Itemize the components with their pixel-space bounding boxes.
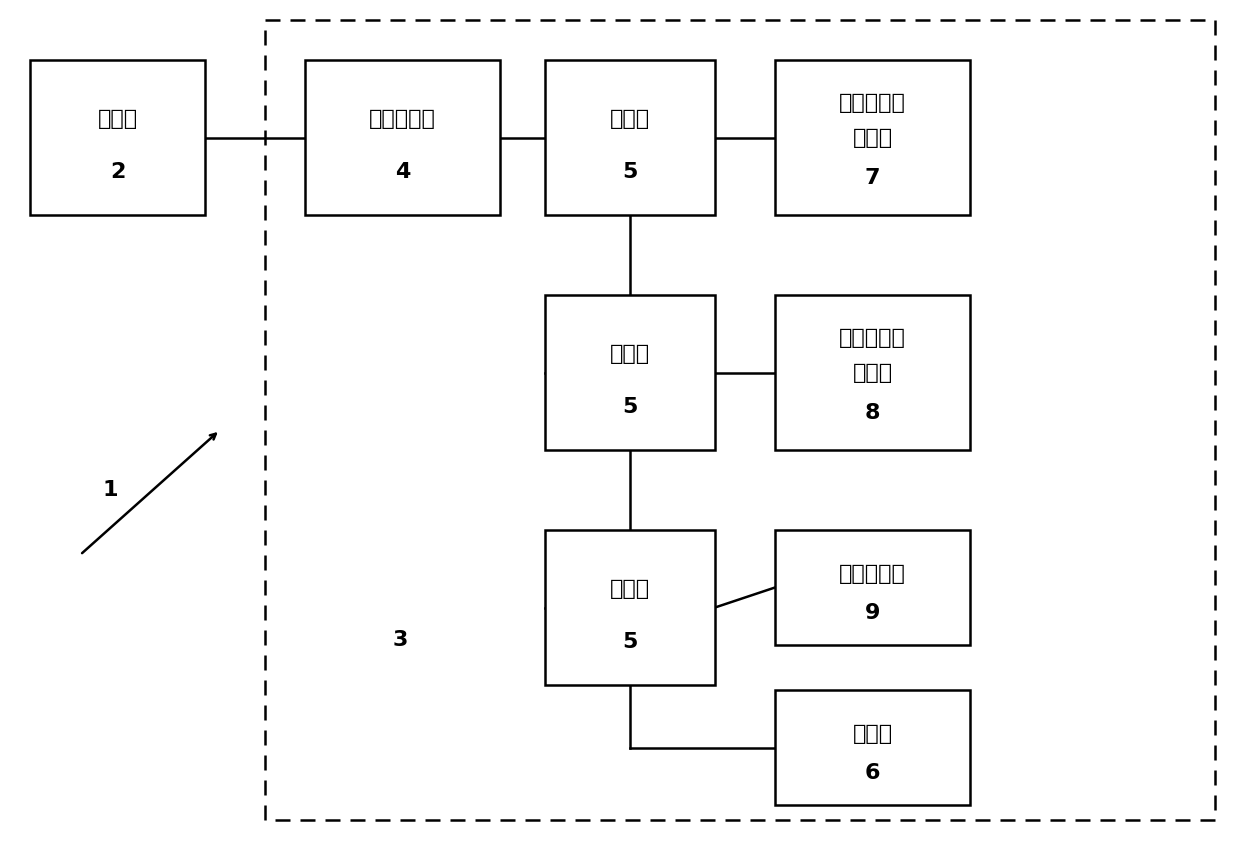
- Text: 5: 5: [622, 397, 637, 416]
- Bar: [546, 60, 715, 215]
- Text: 机架轴伺服: 机架轴伺服: [839, 93, 906, 114]
- Bar: [775, 60, 970, 215]
- Text: 1: 1: [102, 480, 118, 500]
- Text: 控制器: 控制器: [610, 344, 650, 364]
- Text: 控制器: 控制器: [610, 579, 650, 599]
- Text: 9: 9: [864, 603, 880, 623]
- Text: 7: 7: [864, 168, 880, 188]
- Text: 8: 8: [864, 403, 880, 423]
- Text: 5: 5: [622, 161, 637, 182]
- Text: 托架轴伺服: 托架轴伺服: [839, 328, 906, 348]
- Text: 3: 3: [392, 630, 408, 650]
- Text: 系统处理器: 系统处理器: [370, 108, 436, 129]
- Text: 传感器: 传感器: [852, 724, 893, 743]
- Text: 服务器: 服务器: [98, 108, 138, 129]
- Text: 4: 4: [394, 161, 410, 182]
- Bar: [775, 295, 970, 450]
- Bar: [30, 60, 205, 215]
- Text: 6: 6: [864, 763, 880, 783]
- Bar: [305, 60, 500, 215]
- Bar: [775, 690, 970, 805]
- Text: 工具致动器: 工具致动器: [839, 563, 906, 584]
- Bar: [265, 20, 1215, 820]
- Bar: [775, 530, 970, 645]
- Text: 5: 5: [622, 632, 637, 652]
- Text: 电动机: 电动机: [852, 128, 893, 147]
- Text: 电动机: 电动机: [852, 362, 893, 383]
- Bar: [546, 295, 715, 450]
- Bar: [546, 530, 715, 685]
- Text: 2: 2: [110, 161, 125, 182]
- Text: 控制器: 控制器: [610, 108, 650, 129]
